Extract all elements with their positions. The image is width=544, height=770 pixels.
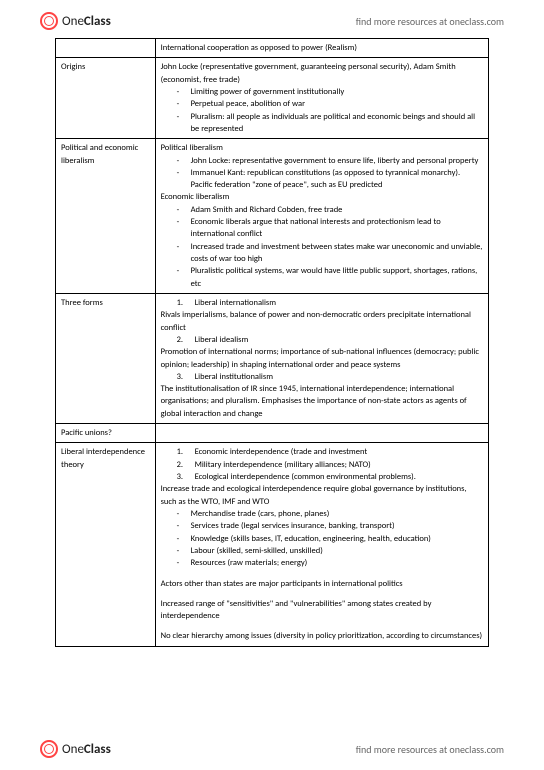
row-heading: Three forms bbox=[61, 298, 103, 308]
row-heading: Pacific unions? bbox=[61, 428, 112, 438]
cell-content: 1.Economic interdependence (trade and in… bbox=[155, 443, 488, 646]
text: The institutionalisation of IR since 194… bbox=[161, 383, 483, 420]
brand-text: OneClass bbox=[62, 742, 111, 757]
brand-class: Class bbox=[84, 14, 111, 29]
text: Ecological interdependence (common envir… bbox=[195, 472, 416, 482]
list-item: Pluralism: all people as individuals are… bbox=[181, 111, 483, 136]
brand-class: Class bbox=[84, 742, 111, 757]
text: Rivals imperialisms, balance of power an… bbox=[161, 309, 483, 334]
text: Limiting power of government institution… bbox=[191, 87, 345, 97]
brand-text: OneClass bbox=[62, 14, 111, 29]
list-item: 3.Liberal institutionalism bbox=[181, 371, 483, 383]
list-item: Adam Smith and Richard Cobden, free trad… bbox=[181, 204, 483, 216]
text: Economic interdependence (trade and inve… bbox=[195, 447, 368, 457]
row-heading: Origins bbox=[61, 62, 85, 72]
text: Increased trade and investment between s… bbox=[191, 242, 483, 264]
text: No clear hierarchy among issues (diversi… bbox=[161, 630, 483, 642]
list-item: Immanuel Kant: republican constitutions … bbox=[181, 167, 483, 192]
list-item: Limiting power of government institution… bbox=[181, 86, 483, 98]
text: John Locke (representative government, g… bbox=[161, 61, 483, 86]
list-item: Pluralistic political systems, war would… bbox=[181, 265, 483, 290]
bullet-list: Limiting power of government institution… bbox=[161, 86, 483, 135]
text: Promotion of international norms; import… bbox=[161, 346, 483, 371]
text: Labour (skilled, semi-skilled, unskilled… bbox=[191, 546, 323, 556]
table-row: International cooperation as opposed to … bbox=[56, 39, 489, 58]
cell-content: Political liberalism John Locke: represe… bbox=[155, 139, 488, 294]
header-resources-link[interactable]: find more resources at oneclass.com bbox=[356, 15, 504, 28]
table-row: Political and economic liberalism Politi… bbox=[56, 139, 489, 294]
list-item: Economic liberals argue that national in… bbox=[181, 216, 483, 241]
text: Actors other than states are major parti… bbox=[161, 578, 483, 590]
cell-content: International cooperation as opposed to … bbox=[155, 39, 488, 58]
cell-label bbox=[56, 39, 156, 58]
brand-one: One bbox=[62, 14, 84, 29]
text: Merchandise trade (cars, phone, planes) bbox=[191, 509, 330, 519]
cell-content: 1.Liberal internationalism Rivals imperi… bbox=[155, 293, 488, 423]
text: Military interdependence (military allia… bbox=[195, 460, 371, 470]
text: Increase trade and ecological interdepen… bbox=[161, 483, 483, 508]
text: John Locke: representative government to… bbox=[191, 156, 479, 166]
table-row: Origins John Locke (representative gover… bbox=[56, 58, 489, 139]
text: Knowledge (skills bases, IT, education, … bbox=[191, 534, 431, 544]
list-item: Services trade (legal services insurance… bbox=[181, 520, 483, 532]
text: Increased range of "sensitivities" and "… bbox=[161, 598, 483, 623]
bullet-list: Adam Smith and Richard Cobden, free trad… bbox=[161, 204, 483, 290]
text: Liberal internationalism bbox=[195, 298, 276, 308]
table-row: Pacific unions? bbox=[56, 424, 489, 443]
list-item: Knowledge (skills bases, IT, education, … bbox=[181, 533, 483, 545]
text: Economic liberals argue that national in… bbox=[191, 217, 441, 239]
list-item: 1.Liberal internationalism bbox=[181, 297, 483, 309]
subheading: Political liberalism bbox=[161, 142, 483, 154]
numbered-list: 2.Liberal idealism bbox=[161, 334, 483, 346]
table-row: Liberal interdependence theory 1.Economi… bbox=[56, 443, 489, 646]
text: Pluralistic political systems, war would… bbox=[191, 266, 478, 288]
table-row: Three forms 1.Liberal internationalism R… bbox=[56, 293, 489, 423]
bullet-list: Merchandise trade (cars, phone, planes) … bbox=[161, 508, 483, 570]
list-item: 2.Liberal idealism bbox=[181, 334, 483, 346]
list-item: 1.Economic interdependence (trade and in… bbox=[181, 446, 483, 458]
page-footer: OneClass find more resources at oneclass… bbox=[0, 740, 544, 758]
numbered-list: 3.Liberal institutionalism bbox=[161, 371, 483, 383]
text: Resources (raw materials; energy) bbox=[191, 558, 308, 568]
subheading: Economic liberalism bbox=[161, 191, 483, 203]
brand-icon bbox=[40, 740, 58, 758]
text: Services trade (legal services insurance… bbox=[191, 521, 395, 531]
cell-content bbox=[155, 424, 488, 443]
brand-one: One bbox=[62, 742, 84, 757]
cell-label: Political and economic liberalism bbox=[56, 139, 156, 294]
brand-icon bbox=[40, 12, 58, 30]
text: Liberal idealism bbox=[195, 335, 249, 345]
footer-resources-link[interactable]: find more resources at oneclass.com bbox=[356, 743, 504, 756]
cell-label: Pacific unions? bbox=[56, 424, 156, 443]
text: Immanuel Kant: republican constitutions … bbox=[191, 168, 461, 190]
row-heading: Political and economic liberalism bbox=[61, 143, 138, 165]
text: Pluralism: all people as individuals are… bbox=[191, 112, 475, 134]
list-item: Increased trade and investment between s… bbox=[181, 241, 483, 266]
list-item: Merchandise trade (cars, phone, planes) bbox=[181, 508, 483, 520]
numbered-list: 1.Economic interdependence (trade and in… bbox=[161, 446, 483, 483]
cell-label: Liberal interdependence theory bbox=[56, 443, 156, 646]
numbered-list: 1.Liberal internationalism bbox=[161, 297, 483, 309]
page-header: OneClass find more resources at oneclass… bbox=[0, 0, 544, 38]
list-item: John Locke: representative government to… bbox=[181, 155, 483, 167]
list-item: Perpetual peace, abolition of war bbox=[181, 98, 483, 110]
content-table: International cooperation as opposed to … bbox=[55, 38, 489, 647]
list-item: Resources (raw materials; energy) bbox=[181, 557, 483, 569]
document-page: International cooperation as opposed to … bbox=[0, 38, 544, 647]
text: Adam Smith and Richard Cobden, free trad… bbox=[191, 205, 343, 215]
cell-label: Origins bbox=[56, 58, 156, 139]
list-item: 3.Ecological interdependence (common env… bbox=[181, 471, 483, 483]
text: Liberal institutionalism bbox=[195, 372, 273, 382]
text: Perpetual peace, abolition of war bbox=[191, 99, 306, 109]
list-item: 2.Military interdependence (military all… bbox=[181, 459, 483, 471]
cell-label: Three forms bbox=[56, 293, 156, 423]
cell-content: John Locke (representative government, g… bbox=[155, 58, 488, 139]
row-heading: Liberal interdependence theory bbox=[61, 447, 145, 469]
text: International cooperation as opposed to … bbox=[161, 43, 357, 53]
brand-logo: OneClass bbox=[40, 12, 111, 30]
list-item: Labour (skilled, semi-skilled, unskilled… bbox=[181, 545, 483, 557]
bullet-list: John Locke: representative government to… bbox=[161, 155, 483, 192]
brand-logo: OneClass bbox=[40, 740, 111, 758]
